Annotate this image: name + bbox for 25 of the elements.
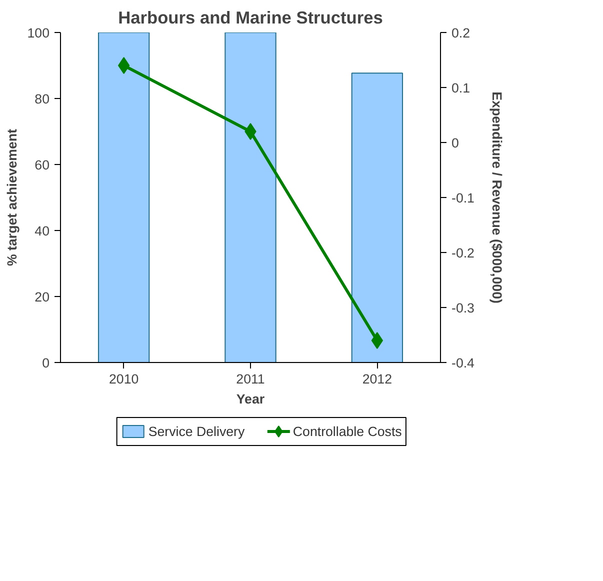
chart-title: Harbours and Marine Structures xyxy=(118,8,383,28)
y2-tick-label: -0.2 xyxy=(452,246,474,260)
y2-axis-title: Expenditure / Revenue ($000,000) xyxy=(489,92,504,304)
y2-tick-label: -0.3 xyxy=(452,300,474,316)
y2-tick-label: 0.1 xyxy=(452,80,470,96)
point xyxy=(118,57,130,74)
point xyxy=(244,123,256,140)
y-axis-title: % target achievement xyxy=(4,128,20,266)
y-tick-label: 40 xyxy=(34,224,50,238)
y2-tick-label: 0.2 xyxy=(452,26,470,40)
y-tick-label: 20 xyxy=(34,290,50,304)
y-tick-label: 80 xyxy=(34,92,50,106)
y2-tick-label: -0.1 xyxy=(452,190,474,206)
y2-tick-label: 0 xyxy=(452,136,459,150)
y2-tick-label: -0.4 xyxy=(452,356,476,370)
point xyxy=(371,332,383,349)
y-tick-label: 0 xyxy=(42,356,50,370)
legend-label: Service Delivery xyxy=(148,424,245,439)
x-axis-title: Year xyxy=(236,392,265,406)
y-tick-label: 100 xyxy=(27,26,50,40)
x-tick-label: 2010 xyxy=(109,372,139,386)
legend-label: Controllable Costs xyxy=(292,424,402,439)
y-tick-label: 60 xyxy=(34,158,50,172)
x-tick-label: 2011 xyxy=(236,372,265,386)
x-tick-label: 2012 xyxy=(362,372,392,386)
